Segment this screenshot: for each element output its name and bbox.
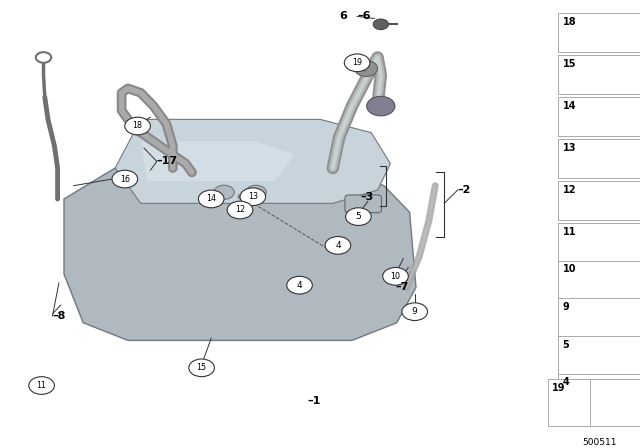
Circle shape [346,208,371,225]
Text: –6: –6 [357,11,371,22]
Text: 12: 12 [235,206,245,215]
Text: 18: 18 [563,17,576,27]
Polygon shape [141,142,294,181]
Text: 4: 4 [297,280,302,290]
Text: –7: –7 [396,282,409,293]
Circle shape [246,185,266,199]
Text: 14: 14 [563,101,576,111]
Text: –17: –17 [157,156,178,166]
Circle shape [383,267,408,285]
Text: 13: 13 [248,192,258,201]
Polygon shape [115,119,390,203]
Circle shape [214,185,234,199]
Polygon shape [64,168,416,340]
FancyBboxPatch shape [558,139,640,178]
Circle shape [367,96,395,116]
Circle shape [36,52,51,63]
Text: 10: 10 [563,264,576,275]
Circle shape [227,201,253,219]
Text: 5: 5 [563,340,570,349]
Text: 9: 9 [563,302,570,312]
Text: 4: 4 [563,377,570,387]
FancyBboxPatch shape [558,261,640,300]
Text: 11: 11 [36,381,47,390]
Circle shape [325,237,351,254]
Text: 12: 12 [563,185,576,195]
Text: 15: 15 [196,363,207,372]
FancyBboxPatch shape [558,13,640,52]
Circle shape [29,377,54,394]
FancyBboxPatch shape [558,298,640,337]
FancyBboxPatch shape [558,97,640,136]
Text: 19: 19 [552,383,565,393]
Text: 13: 13 [563,143,576,153]
FancyBboxPatch shape [548,379,640,426]
Text: 16: 16 [120,175,130,184]
Text: –3: –3 [360,192,374,202]
FancyBboxPatch shape [558,374,640,413]
Circle shape [344,54,370,72]
Circle shape [125,117,150,135]
FancyBboxPatch shape [558,336,640,375]
Circle shape [402,303,428,320]
Text: 15: 15 [563,59,576,69]
Circle shape [373,19,388,30]
Text: 14: 14 [206,194,216,203]
FancyBboxPatch shape [345,195,381,213]
Text: –2: –2 [458,185,471,195]
Text: 9: 9 [412,307,417,316]
Circle shape [189,359,214,377]
FancyBboxPatch shape [558,223,640,262]
Text: 18: 18 [132,121,143,130]
Text: 10: 10 [390,272,401,281]
Circle shape [355,60,378,77]
Circle shape [240,188,266,206]
FancyBboxPatch shape [558,181,640,220]
Text: –1: –1 [307,396,321,406]
Text: 4: 4 [335,241,340,250]
FancyBboxPatch shape [558,55,640,94]
Circle shape [287,276,312,294]
Text: 500511: 500511 [582,438,616,447]
Text: 5: 5 [356,212,361,221]
Circle shape [198,190,224,208]
Text: 19: 19 [352,58,362,67]
Text: 11: 11 [563,227,576,237]
Text: 6: 6 [339,11,347,22]
Text: –8: –8 [52,311,66,321]
Circle shape [112,170,138,188]
